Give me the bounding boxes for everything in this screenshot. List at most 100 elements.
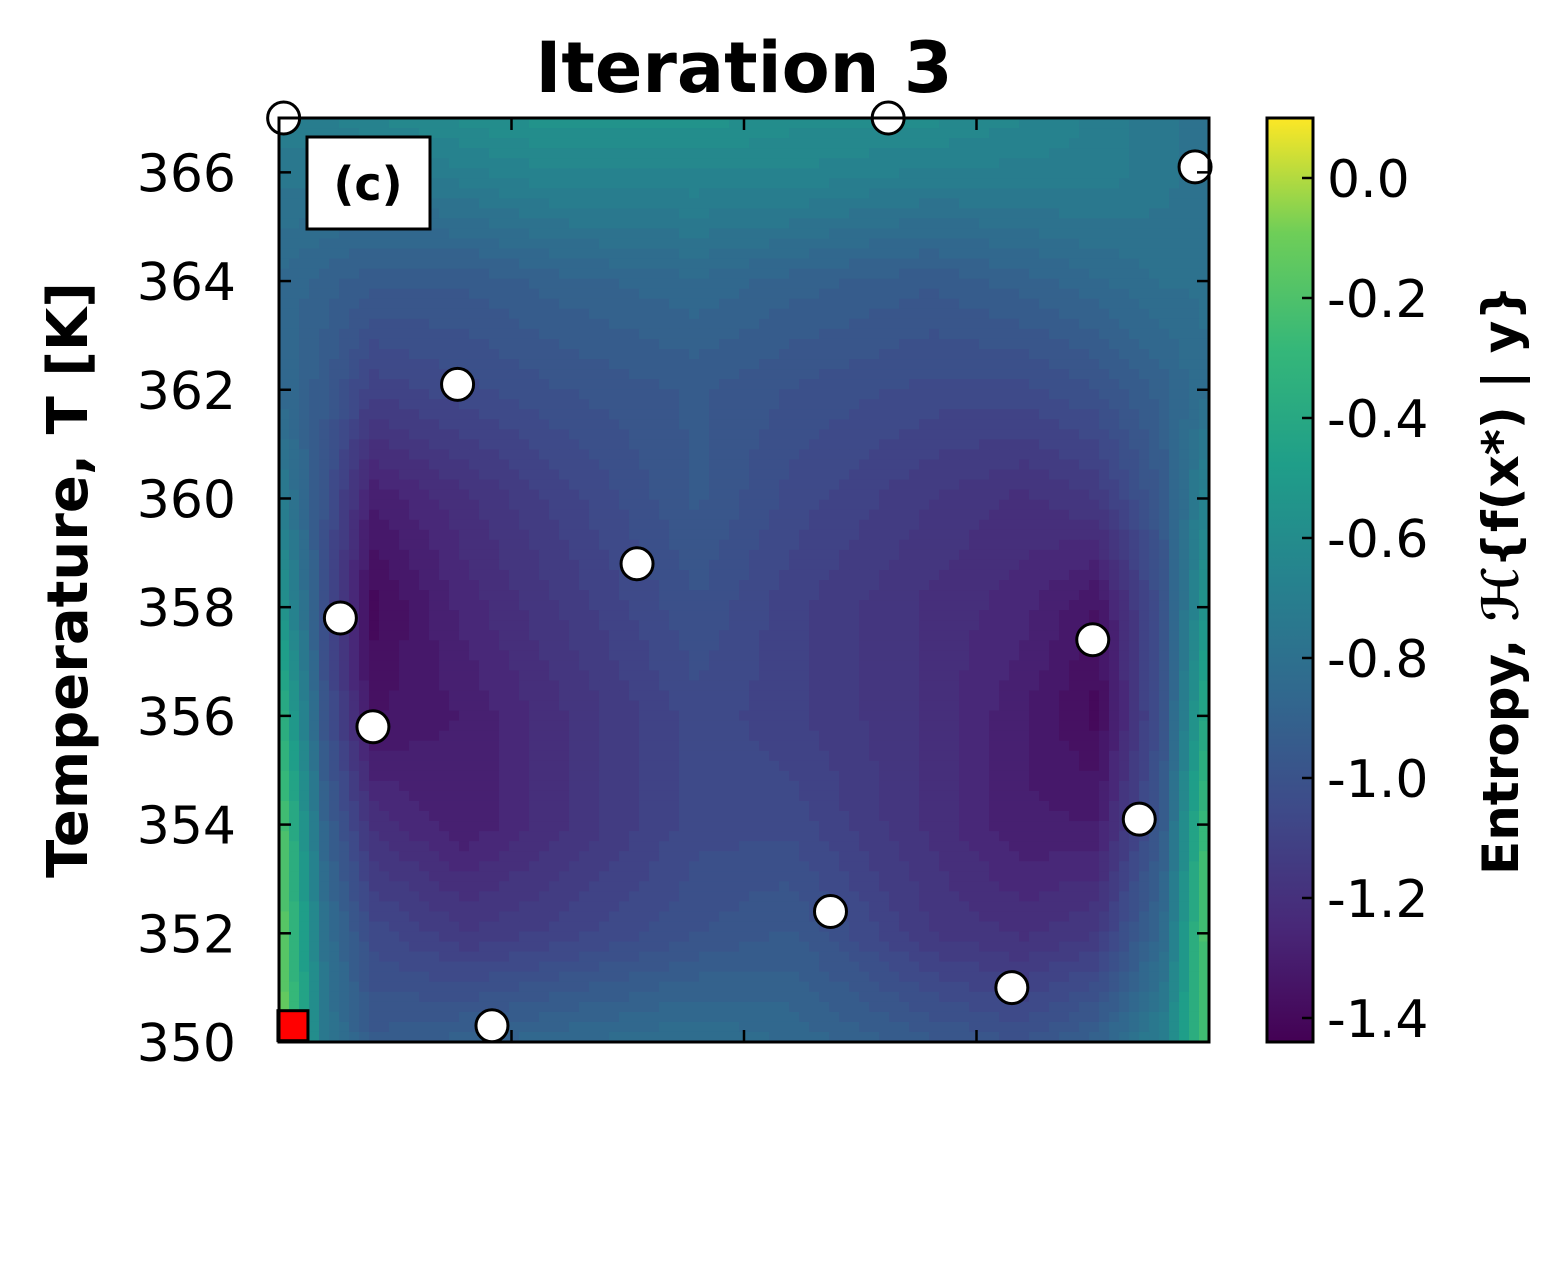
heatmap-cell xyxy=(959,559,970,571)
heatmap-cell xyxy=(769,640,780,651)
heatmap-cell xyxy=(1099,298,1110,310)
heatmap-cell xyxy=(529,359,540,370)
heatmap-cell xyxy=(869,580,880,591)
heatmap-cell xyxy=(1089,499,1100,511)
heatmap-cell xyxy=(369,308,380,320)
heatmap-cell xyxy=(669,308,680,320)
heatmap-cell xyxy=(789,198,800,209)
heatmap-cell xyxy=(809,138,820,149)
heatmap-cell xyxy=(579,128,590,139)
heatmap-cell xyxy=(719,338,730,350)
heatmap-cell xyxy=(1189,509,1200,521)
heatmap-cell xyxy=(619,228,630,240)
heatmap-cell xyxy=(339,429,350,440)
heatmap-cell xyxy=(549,288,560,300)
heatmap-cell xyxy=(1079,328,1090,340)
heatmap-cell xyxy=(549,429,560,440)
heatmap-cell xyxy=(1189,268,1200,280)
heatmap-cell xyxy=(1039,429,1050,440)
heatmap-cell xyxy=(489,590,500,601)
heatmap-cell xyxy=(639,138,650,149)
heatmap-cell xyxy=(879,318,890,330)
heatmap-cell xyxy=(889,610,900,621)
heatmap-cell xyxy=(439,198,450,209)
heatmap-cell xyxy=(1169,559,1180,571)
heatmap-cell xyxy=(789,118,800,129)
heatmap-cell xyxy=(639,258,650,270)
heatmap-cell xyxy=(989,318,1000,330)
heatmap-cell xyxy=(699,168,710,179)
heatmap-cell xyxy=(569,529,580,541)
heatmap-cell xyxy=(609,278,620,290)
heatmap-cell xyxy=(1089,188,1100,199)
heatmap-cell xyxy=(309,308,320,320)
heatmap-cell xyxy=(869,389,880,400)
heatmap-cell xyxy=(809,539,820,551)
heatmap-cell xyxy=(989,429,1000,440)
heatmap-cell xyxy=(459,459,470,471)
heatmap-cell xyxy=(439,308,450,320)
heatmap-cell xyxy=(1189,479,1200,491)
heatmap-cell xyxy=(789,168,800,179)
heatmap-cell xyxy=(1079,389,1090,400)
heatmap-cell xyxy=(279,509,290,521)
heatmap-cell xyxy=(1149,318,1160,330)
heatmap-cell xyxy=(1099,429,1110,440)
heatmap-cell xyxy=(1089,318,1100,330)
heatmap-cell xyxy=(579,158,590,169)
heatmap-cell xyxy=(529,338,540,350)
heatmap-cell xyxy=(469,268,480,280)
heatmap-cell xyxy=(929,379,940,390)
heatmap-cell xyxy=(579,620,590,631)
heatmap-cell xyxy=(359,549,370,561)
heatmap-cell xyxy=(1009,620,1020,631)
heatmap-cell xyxy=(459,449,470,461)
heatmap-cell xyxy=(439,459,450,471)
heatmap-cell xyxy=(1099,198,1110,209)
heatmap-cell xyxy=(1109,349,1120,360)
heatmap-cell xyxy=(699,469,710,481)
heatmap-cell xyxy=(359,459,370,471)
heatmap-cell xyxy=(869,439,880,451)
heatmap-cell xyxy=(859,610,870,621)
heatmap-cell xyxy=(849,529,860,541)
heatmap-cell xyxy=(1079,399,1090,410)
heatmap-cell xyxy=(519,218,530,230)
heatmap-cell xyxy=(779,580,790,591)
heatmap-cell xyxy=(439,499,450,511)
heatmap-cell xyxy=(689,288,700,300)
heatmap-cell xyxy=(809,529,820,541)
heatmap-cell xyxy=(679,349,690,360)
heatmap-cell xyxy=(689,359,700,370)
heatmap-cell xyxy=(1029,569,1040,581)
heatmap-cell xyxy=(489,328,500,340)
heatmap-cell xyxy=(599,318,610,330)
heatmap-cell xyxy=(489,429,500,440)
heatmap-cell xyxy=(569,359,580,370)
heatmap-cell xyxy=(659,499,670,511)
heatmap-cell xyxy=(819,499,830,511)
heatmap-cell xyxy=(499,208,510,220)
heatmap-cell xyxy=(589,228,600,240)
heatmap-cell xyxy=(1079,499,1090,511)
heatmap-cell xyxy=(819,650,830,661)
heatmap-cell xyxy=(499,118,510,129)
heatmap-cell xyxy=(949,128,960,139)
heatmap-cell xyxy=(909,439,920,451)
heatmap-cell xyxy=(439,349,450,360)
heatmap-cell xyxy=(1029,198,1040,209)
heatmap-cell xyxy=(379,529,390,541)
heatmap-cell xyxy=(609,178,620,189)
heatmap-cell xyxy=(1029,630,1040,641)
heatmap-cell xyxy=(919,610,930,621)
heatmap-cell xyxy=(1019,389,1030,400)
heatmap-cell xyxy=(829,118,840,129)
heatmap-cell xyxy=(1039,138,1050,149)
heatmap-cell xyxy=(569,128,580,139)
heatmap-cell xyxy=(689,539,700,551)
heatmap-cell xyxy=(949,338,960,350)
heatmap-cell xyxy=(819,419,830,430)
heatmap-cell xyxy=(1059,228,1070,240)
heatmap-cell xyxy=(409,559,420,571)
heatmap-cell xyxy=(699,630,710,641)
